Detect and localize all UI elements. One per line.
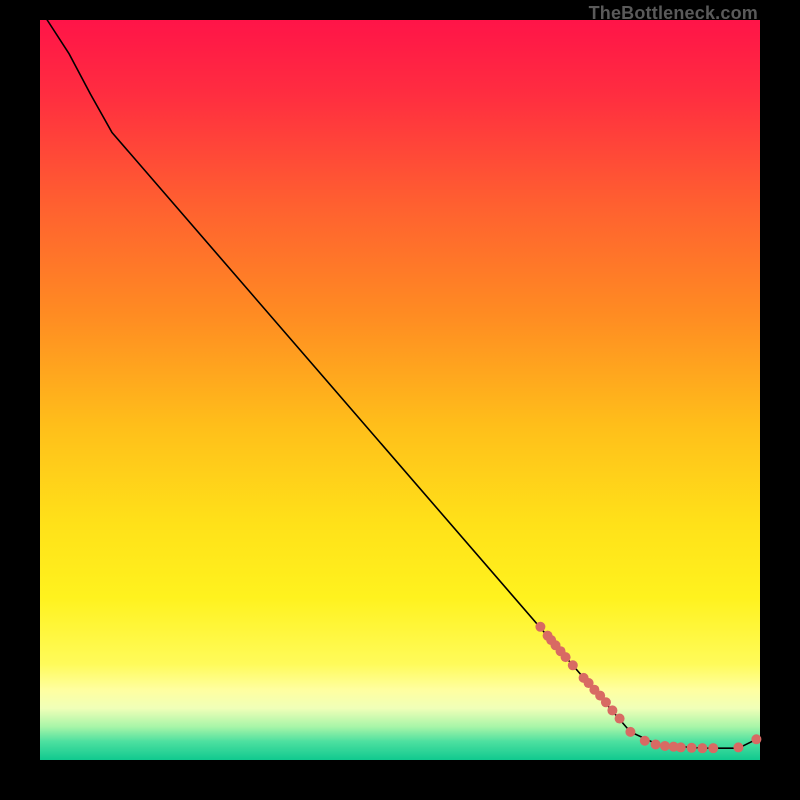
- data-marker: [687, 743, 697, 753]
- data-marker: [660, 741, 670, 751]
- data-markers: [535, 622, 761, 753]
- data-marker: [640, 736, 650, 746]
- plot-area: [40, 20, 760, 760]
- data-marker: [697, 743, 707, 753]
- data-marker: [535, 622, 545, 632]
- data-marker: [568, 660, 578, 670]
- data-marker: [751, 734, 761, 744]
- data-marker: [625, 727, 635, 737]
- chart-overlay: [40, 20, 760, 760]
- chart-container: TheBottleneck.com: [0, 0, 800, 800]
- data-marker: [733, 742, 743, 752]
- data-marker: [615, 714, 625, 724]
- data-marker: [676, 742, 686, 752]
- data-marker: [607, 705, 617, 715]
- data-marker: [561, 652, 571, 662]
- data-marker: [708, 743, 718, 753]
- data-marker: [651, 739, 661, 749]
- data-marker: [601, 697, 611, 707]
- bottleneck-curve: [47, 20, 756, 748]
